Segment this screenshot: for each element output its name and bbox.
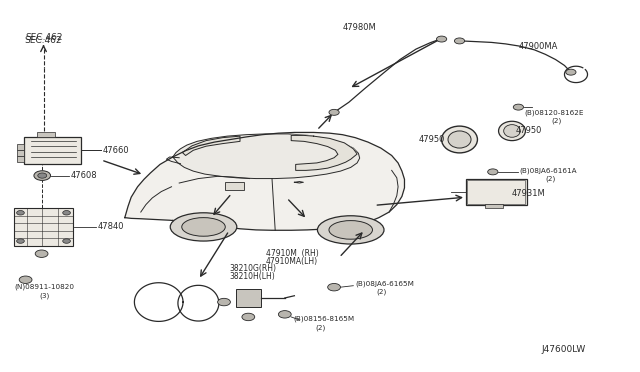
Bar [24, 137, 81, 164]
Text: J47600LW: J47600LW [541, 345, 586, 354]
Text: (2): (2) [376, 288, 387, 295]
Ellipse shape [182, 218, 225, 236]
Text: 47900MA: 47900MA [518, 42, 558, 51]
Ellipse shape [499, 121, 525, 141]
Text: 47910MA(LH): 47910MA(LH) [266, 257, 317, 266]
Bar [467, 180, 525, 204]
Circle shape [34, 171, 51, 180]
Text: 47931M: 47931M [512, 189, 546, 198]
Ellipse shape [317, 216, 384, 244]
Circle shape [454, 38, 465, 44]
Ellipse shape [170, 213, 237, 241]
Polygon shape [291, 135, 357, 170]
Text: (B)08120-8162E: (B)08120-8162E [525, 109, 584, 116]
Circle shape [17, 239, 24, 243]
Circle shape [329, 109, 339, 115]
Circle shape [436, 36, 447, 42]
Circle shape [19, 276, 32, 283]
Circle shape [38, 173, 47, 178]
Bar [37, 132, 55, 137]
Circle shape [35, 250, 48, 257]
Text: 47950: 47950 [515, 126, 541, 135]
Circle shape [513, 104, 524, 110]
Circle shape [278, 311, 291, 318]
Text: (N)08911-10820: (N)08911-10820 [14, 284, 74, 291]
Text: 38210G(RH): 38210G(RH) [229, 264, 276, 273]
Bar [17, 144, 24, 150]
Ellipse shape [442, 126, 477, 153]
Circle shape [488, 169, 498, 175]
Bar [17, 150, 24, 156]
Text: (B)08JA6-6161A: (B)08JA6-6161A [520, 167, 577, 174]
Text: (2): (2) [315, 324, 325, 331]
Text: 47660: 47660 [102, 146, 129, 155]
Circle shape [17, 211, 24, 215]
Polygon shape [182, 136, 240, 155]
Polygon shape [125, 132, 404, 230]
Text: (2): (2) [552, 117, 562, 124]
Ellipse shape [448, 131, 471, 148]
Text: (B)08JA6-6165M: (B)08JA6-6165M [355, 280, 414, 287]
Text: (3): (3) [40, 292, 50, 299]
Circle shape [328, 283, 340, 291]
Polygon shape [173, 134, 360, 179]
Circle shape [218, 298, 230, 306]
Text: 47608: 47608 [70, 171, 97, 180]
Ellipse shape [329, 221, 372, 239]
Bar [466, 179, 527, 205]
Text: 47980M: 47980M [342, 23, 376, 32]
Bar [17, 156, 24, 162]
Text: 47840: 47840 [97, 222, 124, 231]
Bar [236, 289, 261, 307]
Text: 38210H(LH): 38210H(LH) [229, 272, 275, 280]
Circle shape [63, 239, 70, 243]
Text: SEC.462: SEC.462 [26, 33, 63, 42]
Text: 47910M  (RH): 47910M (RH) [266, 249, 318, 258]
Text: 47950: 47950 [419, 135, 445, 144]
Bar [14, 208, 73, 246]
Text: (B)08156-8165M: (B)08156-8165M [293, 316, 355, 323]
Circle shape [566, 69, 576, 75]
Text: (2): (2) [545, 175, 556, 182]
Text: SEC.462: SEC.462 [24, 36, 62, 45]
Circle shape [63, 211, 70, 215]
Circle shape [242, 313, 255, 321]
Bar [485, 204, 503, 208]
Bar [225, 182, 244, 190]
Ellipse shape [504, 125, 520, 137]
